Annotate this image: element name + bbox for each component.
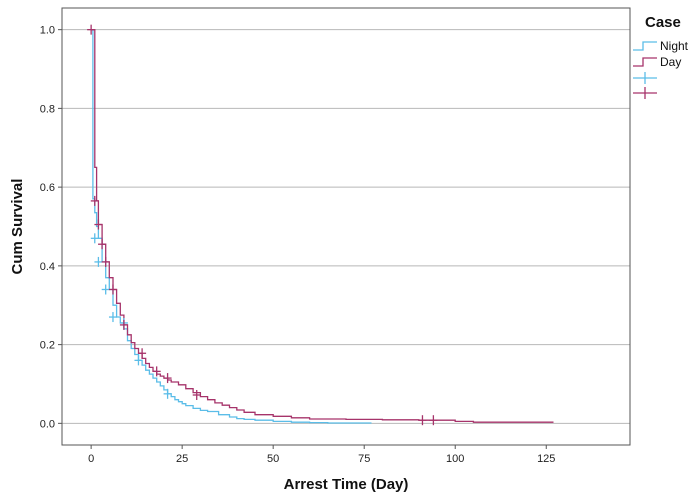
series-line-night	[91, 29, 372, 424]
x-axis-title: Arrest Time (Day)	[284, 476, 409, 493]
series-lines	[91, 29, 554, 424]
censor-mark-day	[429, 415, 438, 426]
x-tick-label: 50	[267, 453, 279, 465]
y-tick-label: 0.0	[40, 418, 55, 430]
y-tick-label: 0.6	[40, 182, 55, 194]
censor-mark-day	[98, 239, 107, 250]
censor-marks	[87, 24, 438, 426]
legend-title: Case	[645, 14, 681, 31]
legend-label: Day	[660, 55, 681, 69]
censor-mark-day	[418, 415, 427, 426]
x-tick-label: 75	[358, 453, 370, 465]
y-tick-label: 1.0	[40, 25, 55, 37]
censor-mark-day	[108, 284, 117, 295]
legend-items: Night Day	[633, 39, 689, 99]
gridlines	[62, 29, 630, 424]
censor-mark-day	[101, 256, 110, 267]
censor-mark-day	[119, 319, 128, 330]
x-tick-label: 0	[88, 453, 94, 465]
legend-label: Night	[660, 39, 689, 53]
y-axis-title: Cum Survival	[9, 179, 26, 275]
censor-mark-day	[192, 390, 201, 401]
series-line-day	[91, 29, 554, 423]
censor-mark-night	[134, 355, 143, 366]
censor-mark-night	[90, 233, 99, 244]
censor-mark-day	[94, 219, 103, 230]
x-tick-label: 25	[176, 453, 188, 465]
censor-mark-night	[108, 312, 117, 323]
y-tick-label: 0.2	[40, 340, 55, 352]
legend: Case Night Day	[633, 14, 689, 99]
axes: 0.0 0.2 0.4 0.6 0.8 1.0 0 25 50 75 100 125	[40, 25, 556, 465]
legend-swatch	[633, 57, 657, 67]
censor-mark-day	[90, 195, 99, 206]
censor-mark-night	[94, 256, 103, 267]
plot-frame	[61, 7, 631, 446]
legend-swatch	[633, 41, 657, 51]
censor-mark-day	[87, 24, 96, 35]
y-tick-label: 0.8	[40, 103, 55, 115]
censor-mark-night	[163, 388, 172, 399]
x-tick-label: 100	[446, 453, 464, 465]
y-tick-label: 0.4	[40, 261, 55, 273]
x-tick-label: 125	[537, 453, 555, 465]
censor-mark-day	[138, 348, 147, 359]
censor-mark-day	[152, 366, 161, 377]
censor-mark-day	[163, 373, 172, 384]
censor-mark-night	[101, 284, 110, 295]
